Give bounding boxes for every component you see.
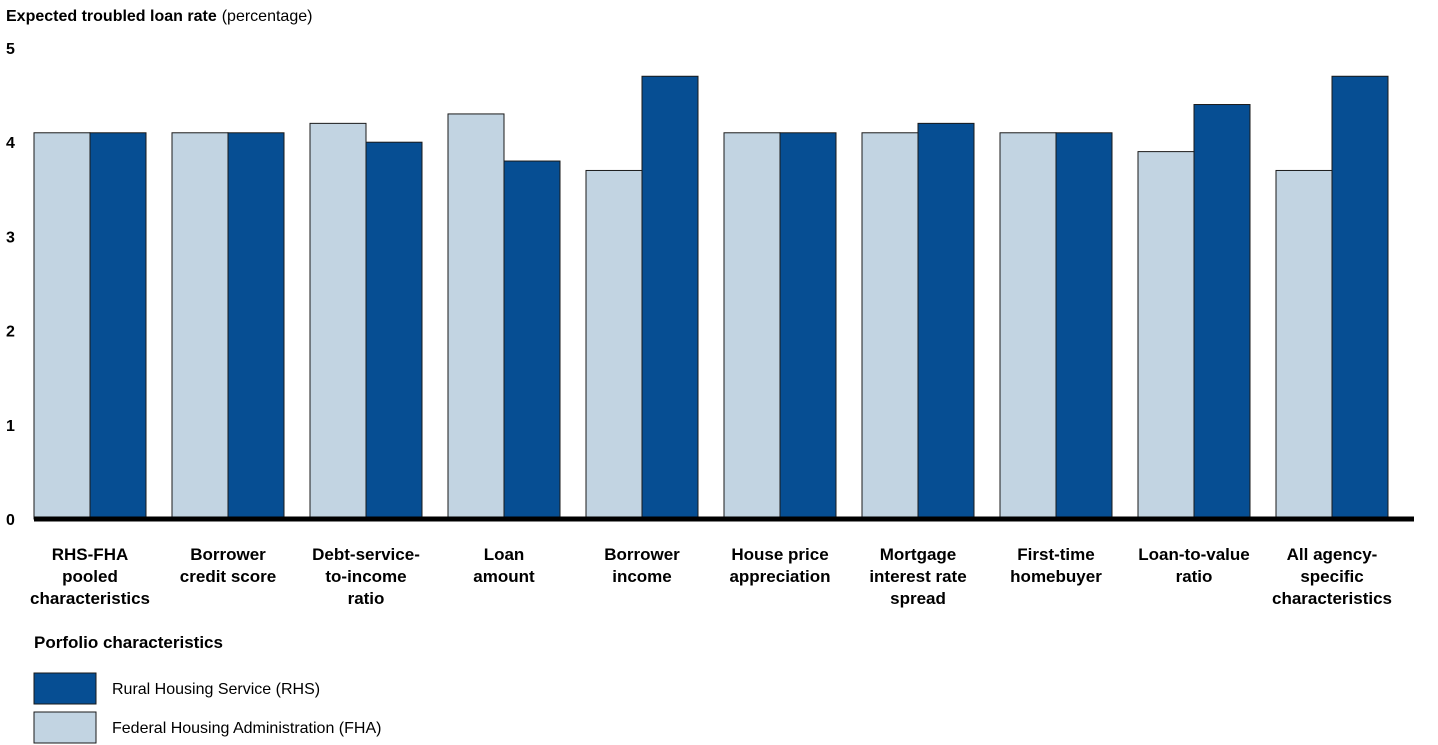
- category-label-line: ratio: [1176, 567, 1213, 586]
- category-label-line: pooled: [62, 567, 118, 586]
- category-label-line: homebuyer: [1010, 567, 1102, 586]
- category-label: First-time homebuyer: [1010, 545, 1102, 586]
- legend-swatch: [33, 672, 97, 705]
- category-label-line: First-time: [1017, 545, 1094, 564]
- category-label: Borrower income: [604, 545, 680, 586]
- category-label-line: characteristics: [30, 589, 150, 608]
- y-tick-label: 3: [6, 229, 15, 246]
- bar-rhs: [917, 122, 975, 520]
- category-label: RHS-FHA pooled characteristics: [30, 545, 150, 608]
- legend-swatch: [33, 711, 97, 744]
- bar-rhs: [503, 160, 561, 520]
- legend-label: Rural Housing Service (RHS): [112, 681, 320, 698]
- chart-title: Expected troubled loan rate: [6, 8, 217, 25]
- bar-rhs: [89, 132, 147, 520]
- category-labels: RHS-FHA pooled characteristics Borrower cred…: [30, 545, 1392, 608]
- bar-fha: [861, 132, 919, 520]
- bar-rhs: [1331, 75, 1389, 520]
- category-label-line: Debt-service-: [312, 545, 420, 564]
- legend-title: Porfolio characteristics: [34, 633, 223, 652]
- y-tick-label: 2: [6, 324, 15, 341]
- category-label-line: Loan-to-value: [1138, 545, 1249, 564]
- category-label: House price appreciation: [729, 545, 830, 586]
- y-tick-label: 4: [6, 135, 15, 152]
- y-tick-label: 5: [6, 41, 15, 58]
- legend: Rural Housing Service (RHS) Federal Housi…: [33, 672, 381, 744]
- bar-rhs: [779, 132, 837, 520]
- category-label-line: amount: [473, 567, 535, 586]
- category-label: Mortgage interest rate spread: [869, 545, 966, 608]
- category-label-line: income: [612, 567, 672, 586]
- bar-fha: [1275, 169, 1333, 520]
- category-label-line: credit score: [180, 567, 276, 586]
- legend-label: Federal Housing Administration (FHA): [112, 720, 381, 737]
- bar-fha: [1137, 151, 1195, 520]
- bar-fha: [999, 132, 1057, 520]
- category-label: Loan-to-value ratio: [1138, 545, 1249, 586]
- y-axis-ticks: 0 1 2 3 4 5: [6, 41, 15, 529]
- category-label-line: appreciation: [729, 567, 830, 586]
- bar-fha: [309, 122, 367, 520]
- category-label-line: interest rate: [869, 567, 966, 586]
- category-label-line: House price: [731, 545, 828, 564]
- category-label: Borrower credit score: [180, 545, 276, 586]
- category-label-line: Borrower: [604, 545, 680, 564]
- bar-fha: [447, 113, 505, 520]
- category-label: Loan amount: [473, 545, 535, 586]
- category-label-line: All agency-: [1287, 545, 1378, 564]
- category-label-line: spread: [890, 589, 946, 608]
- bar-rhs: [1193, 104, 1251, 520]
- bars: [33, 75, 1389, 520]
- bar-fha: [33, 132, 91, 520]
- bar-rhs: [227, 132, 285, 520]
- category-label-line: RHS-FHA: [52, 545, 129, 564]
- bar-rhs: [1055, 132, 1113, 520]
- bar-fha: [585, 169, 643, 520]
- category-label-line: Mortgage: [880, 545, 957, 564]
- category-label: All agency-specific characteristics: [1272, 545, 1392, 608]
- category-label-line: specific: [1300, 567, 1363, 586]
- category-label-line: ratio: [348, 589, 385, 608]
- category-label-line: Borrower: [190, 545, 266, 564]
- category-label-line: characteristics: [1272, 589, 1392, 608]
- category-label-line: Loan: [484, 545, 525, 564]
- bar-fha: [171, 132, 229, 520]
- chart-title-unit: (percentage): [222, 8, 313, 25]
- chart-title-line: Expected troubled loan rate (percentage): [6, 8, 312, 25]
- category-label-line: to-income: [325, 567, 406, 586]
- bar-fha: [723, 132, 781, 520]
- category-label: Debt-service-to-income ratio: [312, 545, 420, 608]
- y-tick-label: 1: [6, 418, 15, 435]
- bar-rhs: [641, 75, 699, 520]
- bar-rhs: [365, 141, 423, 520]
- y-tick-label: 0: [6, 512, 15, 529]
